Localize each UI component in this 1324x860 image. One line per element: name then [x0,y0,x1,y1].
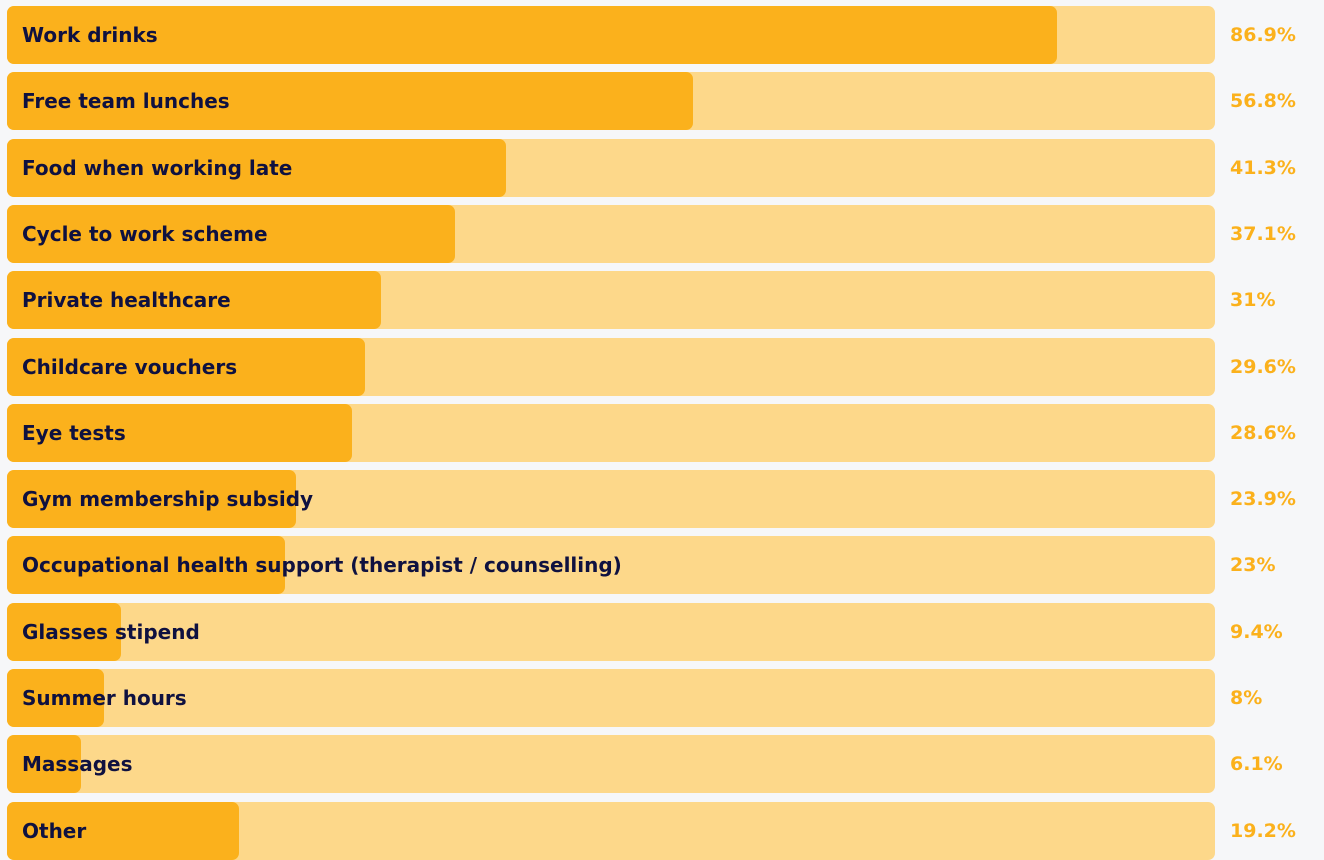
bar-value-label: 23% [1230,554,1276,576]
bar-label: Cycle to work scheme [22,222,268,246]
bar-value-label: 23.9% [1230,488,1296,510]
bar-value-label: 8% [1230,687,1263,709]
bar-fill [7,6,1057,64]
bar-value-label: 31% [1230,289,1276,311]
bar-fill [7,404,353,462]
bar-fill [7,735,81,793]
bar-fill [7,603,121,661]
bar-fill [7,139,506,197]
bar-fill [7,536,285,594]
bar-fill [7,802,239,860]
bar-track [7,735,1215,793]
bar-value-label: 37.1% [1230,223,1296,245]
bar-label: Occupational health support (therapist /… [22,553,622,577]
bar-value-label: 41.3% [1230,157,1296,179]
bar-value-label: 28.6% [1230,422,1296,444]
bar-label: Massages [22,752,133,776]
bar-label: Private healthcare [22,288,231,312]
bar-label: Food when working late [22,156,293,180]
bar-label: Childcare vouchers [22,355,238,379]
bar-fill [7,470,296,528]
bar-fill [7,669,104,727]
bar-fill [7,338,365,396]
bar-value-label: 9.4% [1230,621,1283,643]
bar-label: Gym membership subsidy [22,487,314,511]
bar-value-label: 56.8% [1230,90,1296,112]
bar-value-label: 86.9% [1230,24,1296,46]
bar-fill [7,205,456,263]
bar-label: Eye tests [22,421,126,445]
bar-value-label: 19.2% [1230,820,1296,842]
bar-label: Summer hours [22,686,187,710]
bar-value-label: 6.1% [1230,753,1283,775]
bar-fill [7,72,694,130]
bar-value-label: 29.6% [1230,356,1296,378]
bar-label: Work drinks [22,23,158,47]
bar-label: Free team lunches [22,89,230,113]
bar-label: Other [22,819,87,843]
bar-fill [7,271,382,329]
bar-label: Glasses stipend [22,620,200,644]
bar-track [7,669,1215,727]
bar-track [7,603,1215,661]
